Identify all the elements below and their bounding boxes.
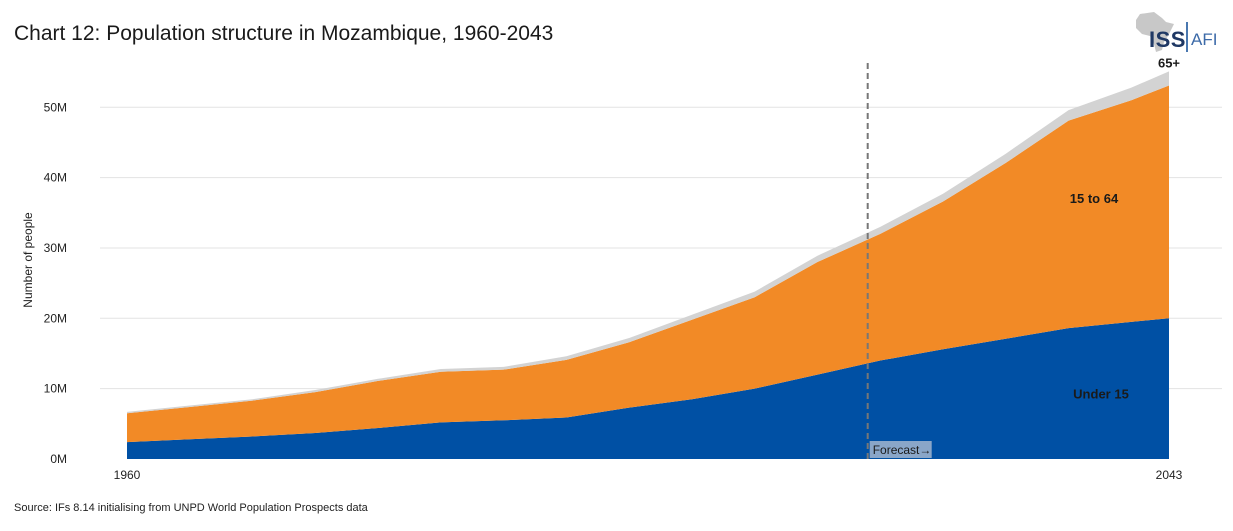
chart-title: Chart 12: Population structure in Mozamb…: [14, 22, 554, 45]
africa-map-icon: [1136, 12, 1174, 52]
series-label-under-15: Under 15: [1073, 387, 1129, 402]
area-under-15: [127, 318, 1169, 459]
forecast-label: Forecast→: [873, 443, 932, 457]
forecast-label-bg: [869, 441, 932, 458]
y-axis: 0M 10M 20M 30M 40M 50M: [44, 100, 67, 466]
series-label-65-plus: 65+: [1158, 55, 1180, 70]
logo-iss-text: ISS: [1149, 27, 1186, 52]
source-note: Source: IFs 8.14 initialising from UNPD …: [14, 502, 368, 514]
population-area-chart: 0M 10M 20M 30M 40M 50M 1960 2043 Under 15 15 to…: [21, 55, 1222, 482]
forecast-marker: Forecast→: [866, 63, 932, 459]
x-tick-label: 1960: [114, 468, 141, 482]
y-tick-label: 40M: [44, 171, 67, 185]
y-tick-label: 30M: [44, 241, 67, 255]
logo-afi-text: AFI: [1191, 30, 1218, 49]
series-labels: Under 15 15 to 64 65+: [1070, 55, 1181, 401]
x-tick-label: 2043: [1156, 468, 1183, 482]
series-label-15-to-64: 15 to 64: [1070, 191, 1119, 206]
x-axis: 1960 2043: [114, 468, 1183, 482]
logo-divider: [1186, 22, 1188, 52]
iss-afi-logo: ISS AFI: [1128, 8, 1228, 58]
y-tick-label: 20M: [44, 311, 67, 325]
area-series: [127, 71, 1169, 459]
y-tick-label: 0M: [50, 452, 67, 466]
y-axis-label: Number of people: [21, 212, 35, 308]
y-tick-label: 50M: [44, 100, 67, 114]
y-tick-label: 10M: [44, 382, 67, 396]
area-15-to-64: [127, 85, 1169, 443]
